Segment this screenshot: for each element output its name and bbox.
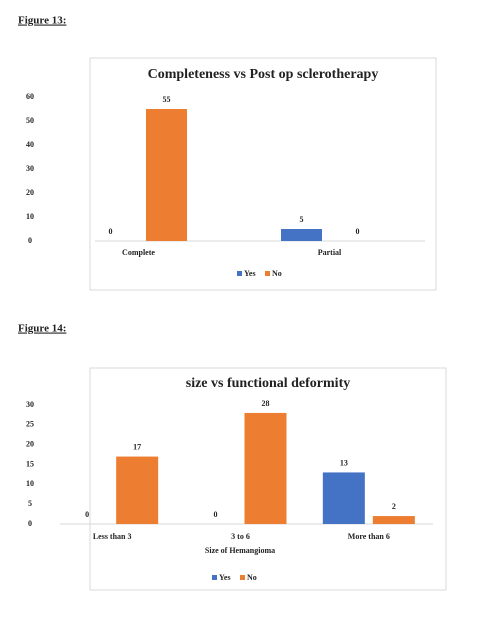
y-tick-label: 10 (26, 479, 34, 488)
x-tick-label: More than 6 (348, 532, 390, 541)
y-tick-label: 20 (26, 188, 34, 197)
data-label: 0 (109, 227, 113, 236)
y-tick-label: 0 (28, 519, 32, 528)
x-tick-label: Partial (318, 248, 342, 257)
bar (322, 472, 365, 524)
y-tick-label: 50 (26, 116, 34, 125)
y-tick-label: 0 (28, 236, 32, 245)
y-tick-label: 5 (28, 499, 32, 508)
data-label: 55 (163, 95, 171, 104)
data-label: 13 (340, 458, 348, 467)
chart-title: Completeness vs Post op sclerotherapy (148, 67, 379, 82)
y-tick-label: 30 (26, 164, 34, 173)
data-label: 17 (133, 442, 141, 451)
y-tick-label: 25 (26, 420, 34, 429)
legend-swatch (237, 271, 242, 276)
data-label: 0 (214, 510, 218, 519)
data-label: 2 (392, 502, 396, 511)
data-label: 5 (300, 215, 304, 224)
data-label: 0 (356, 227, 360, 236)
legend-label: Yes (219, 573, 231, 582)
legend-label: No (247, 573, 257, 582)
data-label: 28 (262, 399, 270, 408)
x-axis-label: Size of Hemangioma (205, 546, 275, 555)
legend-label: Yes (244, 269, 256, 278)
x-tick-label: 3 to 6 (231, 532, 250, 541)
x-tick-label: Less than 3 (93, 532, 132, 541)
bar (244, 412, 287, 524)
bar (281, 229, 322, 241)
legend-swatch (240, 575, 245, 580)
legend-label: No (272, 269, 282, 278)
y-tick-label: 15 (26, 459, 34, 468)
y-tick-label: 40 (26, 140, 34, 149)
y-tick-label: 30 (26, 400, 34, 409)
legend-swatch (212, 575, 217, 580)
bar (116, 456, 159, 524)
figure-caption: Figure 13: (18, 15, 66, 27)
chart-title: size vs functional deformity (186, 376, 350, 391)
bar (146, 109, 187, 241)
data-label: 0 (85, 510, 89, 519)
figure-caption: Figure 14: (18, 323, 66, 335)
y-tick-label: 20 (26, 439, 34, 448)
x-tick-label: Complete (122, 248, 155, 257)
y-tick-label: 60 (26, 92, 34, 101)
bar (372, 516, 415, 524)
y-tick-label: 10 (26, 212, 34, 221)
legend-swatch (265, 271, 270, 276)
